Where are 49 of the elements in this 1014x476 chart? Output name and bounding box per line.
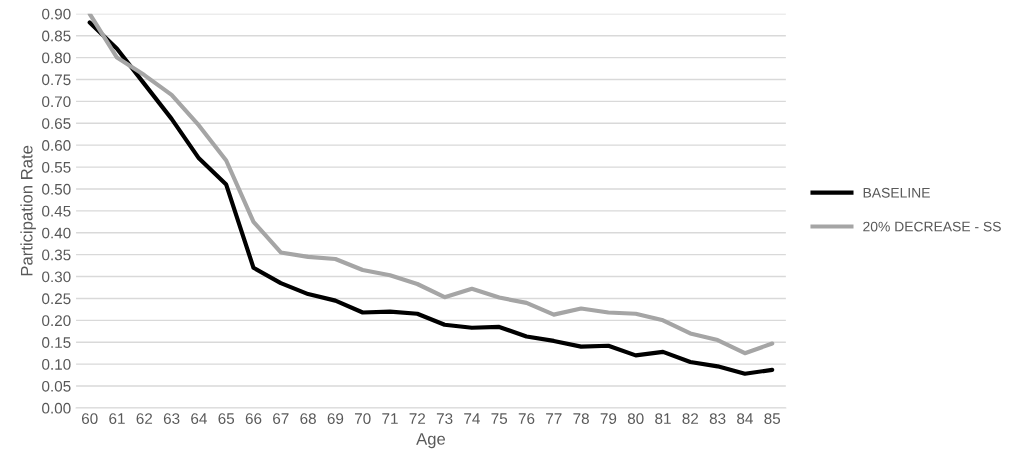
x-tick-label: 62 [136, 413, 153, 425]
y-tick-label: 0.20 [42, 315, 71, 327]
x-tick-label: 75 [491, 413, 508, 425]
x-tick-label: 63 [163, 413, 180, 425]
x-tick-label: 65 [218, 413, 235, 425]
y-tick-label: 0.15 [42, 337, 71, 348]
x-tick-label: 61 [109, 413, 125, 425]
y-tick-label: 0.60 [42, 140, 71, 151]
x-tick-label: 72 [409, 413, 426, 424]
x-tick-label: 83 [709, 413, 726, 425]
x-tick-label: 69 [327, 413, 344, 425]
legend-label: 20% DECREASE - SS [863, 221, 1001, 232]
y-tick-label: 0.10 [42, 359, 71, 370]
x-tick-label: 68 [300, 413, 316, 425]
x-tick-label: 64 [191, 413, 207, 425]
x-tick-label: 71 [382, 413, 398, 424]
legend-label: BASELINE [863, 187, 930, 198]
x-tick-label: 67 [273, 413, 289, 425]
x-tick-label: 79 [600, 413, 617, 425]
y-tick-label: 0.65 [42, 118, 71, 129]
y-tick-label: 0.70 [42, 96, 71, 108]
x-tick-label: 76 [518, 413, 535, 425]
x-tick-label: 70 [354, 413, 371, 425]
x-tick-label: 85 [764, 413, 781, 425]
y-tick-label: 0.45 [42, 205, 71, 217]
y-tick-label: 0.55 [42, 161, 71, 173]
x-tick-label: 78 [573, 413, 589, 425]
x-tick-label: 66 [245, 413, 262, 425]
y-tick-label: 0.75 [42, 74, 71, 86]
y-tick-label: 0.05 [42, 380, 71, 392]
y-tick-label: 0.25 [42, 293, 71, 305]
x-tick-label: 74 [464, 413, 480, 424]
y-tick-label: 0.35 [42, 249, 71, 261]
x-axis-title: Age [416, 433, 446, 449]
x-tick-label: 82 [682, 413, 699, 425]
y-tick-label: 0.50 [42, 183, 71, 195]
y-axis-title: Participation Rate [20, 145, 36, 276]
y-tick-label: 0.80 [42, 52, 71, 64]
y-tick-label: 0.85 [42, 30, 71, 42]
y-tick-label: 0.30 [42, 271, 71, 283]
x-tick-label: 77 [546, 413, 562, 424]
x-tick-label: 81 [655, 413, 671, 425]
y-tick-label: 0.40 [42, 227, 71, 239]
x-tick-label: 84 [737, 413, 753, 425]
y-tick-label: 0.90 [42, 8, 71, 20]
x-tick-label: 73 [436, 413, 453, 425]
y-tick-label: 0.00 [42, 402, 71, 414]
x-tick-label: 80 [627, 413, 644, 425]
x-tick-label: 60 [81, 413, 98, 425]
